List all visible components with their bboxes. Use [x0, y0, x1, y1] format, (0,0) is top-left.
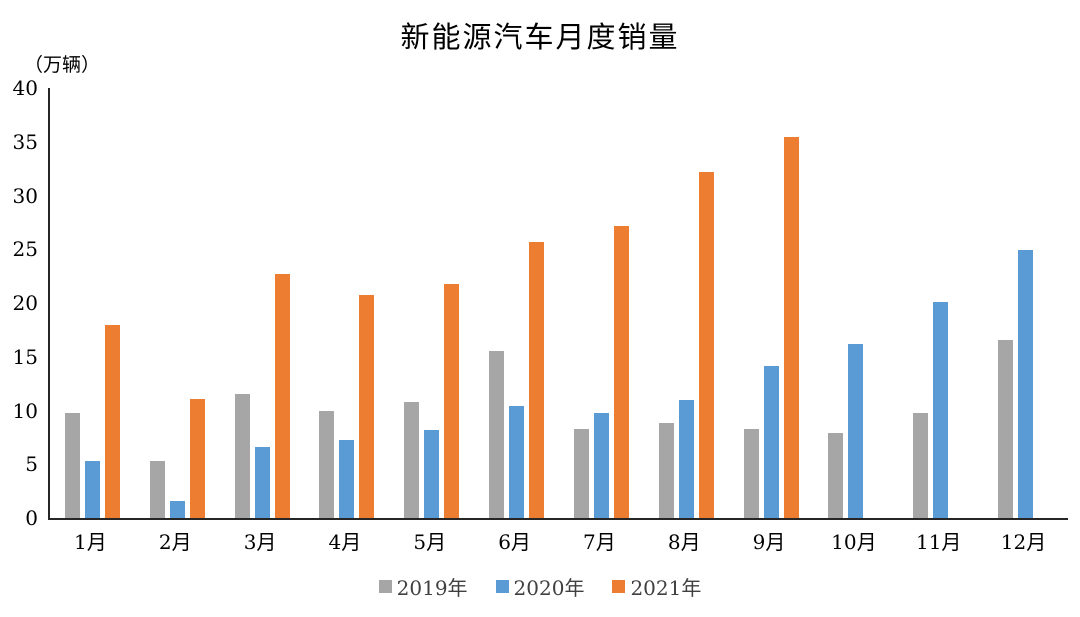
bar-2019年-9月	[743, 428, 759, 518]
bar-2020年-1月	[84, 461, 100, 518]
plot-area	[48, 88, 1068, 520]
legend-item-2021: 2021年	[612, 572, 701, 601]
x-label-1月: 1月	[74, 530, 107, 554]
bar-2020年-11月	[933, 301, 949, 518]
bar-2020年-8月	[678, 399, 694, 518]
bar-2020年-2月	[169, 500, 185, 518]
bar-2021年-3月	[274, 273, 290, 518]
y-tick-10: 10	[12, 398, 38, 423]
bar-2020年-3月	[254, 447, 270, 518]
bar-group-6月	[474, 88, 559, 518]
bar-2021年-2月	[189, 398, 205, 518]
bar-2021年-7月	[613, 225, 629, 518]
legend-item-2020: 2020年	[495, 572, 585, 601]
bar-2021年-6月	[529, 241, 545, 518]
legend-label-2020: 2020年	[513, 576, 585, 600]
x-label-8月: 8月	[667, 530, 701, 554]
bar-2019年-1月	[64, 412, 80, 518]
y-tick-35: 35	[12, 129, 38, 154]
bar-2021年-1月	[104, 324, 120, 518]
bar-2021年-4月	[359, 295, 375, 518]
bar-2019年-5月	[404, 401, 420, 518]
bar-group-9月	[729, 88, 814, 518]
bar-group-2月	[135, 88, 220, 518]
x-label-12月: 12月	[1000, 530, 1047, 554]
bar-2020年-4月	[339, 439, 355, 518]
bar-2020年-10月	[848, 343, 864, 518]
bar-2021年-5月	[444, 283, 460, 518]
bar-2019年-12月	[998, 339, 1014, 518]
x-label-10月: 10月	[831, 530, 877, 554]
bar-2020年-6月	[509, 406, 525, 518]
y-tick-0: 0	[25, 506, 38, 530]
bar-group-4月	[304, 88, 389, 518]
bar-2019年-6月	[489, 351, 505, 518]
y-tick-15: 15	[12, 344, 38, 369]
y-tick-20: 20	[12, 291, 38, 315]
bar-2019年-3月	[234, 394, 250, 518]
bar-2019年-11月	[913, 412, 929, 518]
y-tick-30: 30	[12, 183, 38, 208]
x-axis-labels: 1月 2月 3月 4月 5月 6月 7月 8月 9月 10月 11月 12月	[48, 526, 1066, 555]
bar-group-1月	[50, 88, 135, 518]
bar-group-5月	[389, 88, 474, 518]
legend-label-2021: 2021年	[630, 576, 702, 600]
bar-2019年-2月	[149, 461, 165, 518]
legend-label-2019: 2019年	[396, 576, 468, 600]
bar-group-8月	[644, 88, 729, 518]
y-axis-unit-label: （万辆）	[24, 54, 101, 76]
x-label-6月: 6月	[498, 530, 531, 554]
x-label-11月: 11月	[915, 530, 962, 554]
y-tick-40: 40	[12, 76, 38, 100]
x-label-3月: 3月	[243, 530, 277, 554]
legend-swatch-2019-icon	[378, 580, 392, 593]
legend-swatch-2020-icon	[495, 580, 509, 593]
bar-2021年-8月	[698, 171, 714, 518]
bar-2019年-8月	[658, 423, 674, 518]
legend-swatch-2021-icon	[612, 580, 626, 593]
bar-2019年-10月	[828, 433, 844, 518]
bar-group-11月	[898, 88, 983, 518]
bar-2020年-7月	[593, 412, 609, 518]
bar-2020年-9月	[763, 366, 779, 518]
legend-item-2019: 2019年	[378, 572, 468, 601]
x-label-2月: 2月	[158, 530, 192, 554]
bar-2021年-9月	[783, 137, 799, 518]
bar-group-7月	[559, 88, 644, 518]
x-label-7月: 7月	[583, 530, 616, 554]
bar-group-12月	[983, 88, 1068, 518]
x-label-4月: 4月	[328, 530, 362, 554]
bar-2019年-7月	[573, 428, 589, 518]
bar-group-3月	[220, 88, 305, 518]
x-label-9月: 9月	[752, 530, 786, 554]
y-tick-25: 25	[12, 237, 38, 262]
legend: 2019年 2020年 2021年	[0, 572, 1080, 601]
chart-title: 新能源汽车月度销量	[400, 20, 680, 54]
bar-2020年-12月	[1018, 250, 1034, 518]
x-label-5月: 5月	[413, 530, 447, 554]
bar-2019年-4月	[319, 410, 335, 518]
bar-2020年-5月	[424, 429, 440, 518]
bar-group-10月	[813, 88, 898, 518]
y-tick-5: 5	[25, 452, 38, 477]
